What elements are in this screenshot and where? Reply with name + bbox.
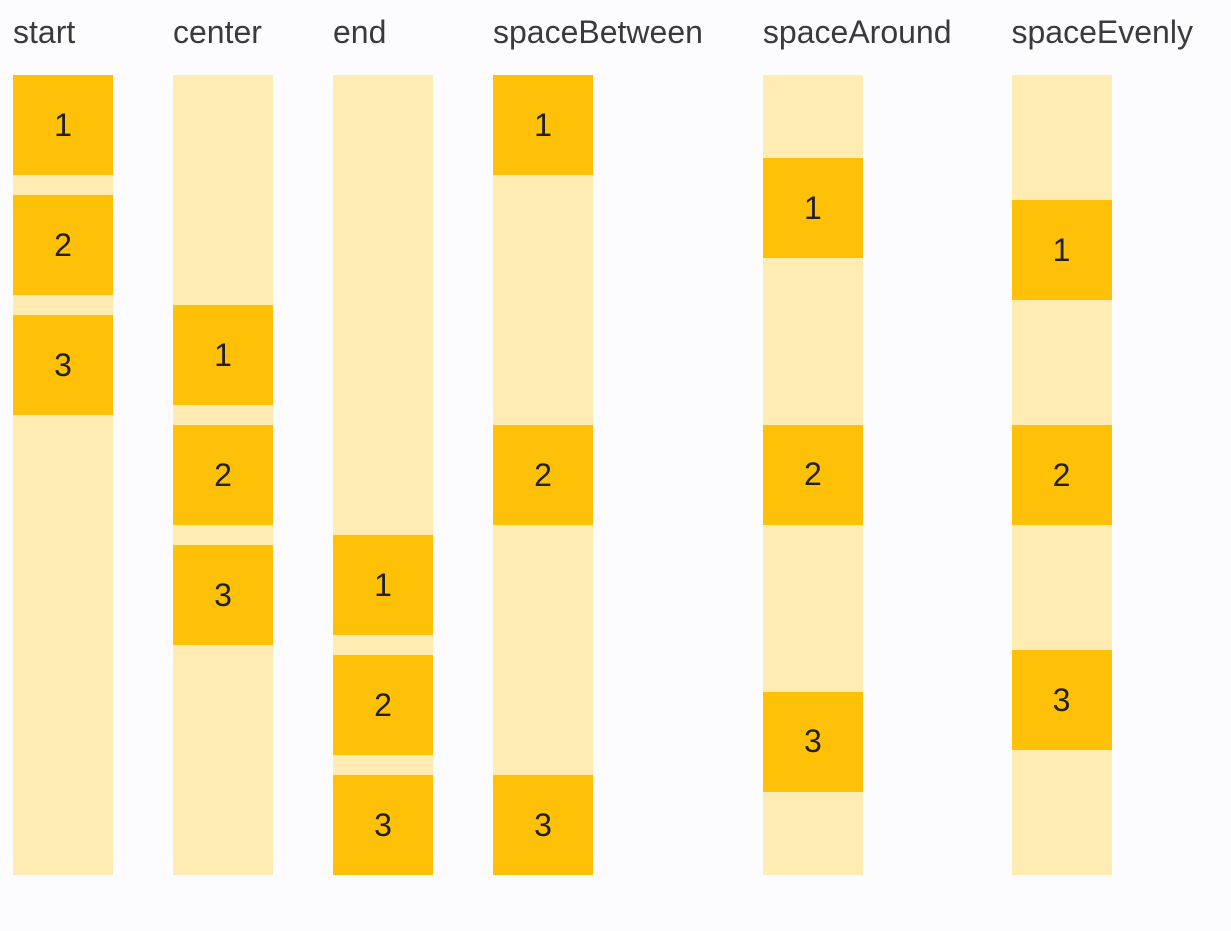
alignment-demo-spaceEvenly: spaceEvenly 1 2 3: [1011, 0, 1193, 875]
column-label: spaceAround: [762, 14, 952, 50]
flex-item-box: 3: [762, 691, 863, 792]
column-label: spaceEvenly: [1011, 14, 1193, 50]
column-label: end: [333, 14, 387, 50]
column-label: start: [13, 14, 76, 50]
flex-item-box: 1: [493, 75, 593, 175]
flex-item-box: 3: [493, 775, 593, 875]
alignment-demo-end: end 1 2 3: [333, 0, 433, 875]
flex-item-box: 2: [762, 424, 863, 525]
flex-item-box: 1: [762, 158, 863, 259]
flex-track-spaceAround: 1 2 3: [762, 75, 863, 875]
flex-item-box: 1: [1011, 200, 1112, 300]
flex-item-box: 3: [173, 545, 273, 645]
alignment-demo-spaceBetween: spaceBetween 1 2 3: [493, 0, 703, 875]
flex-item-box: 1: [13, 75, 113, 175]
flex-item-box: 1: [333, 535, 433, 635]
flex-item-box: 2: [173, 425, 273, 525]
alignment-demo-center: center 1 2 3: [173, 0, 273, 875]
column-label: center: [173, 14, 262, 50]
flex-item-box: 2: [13, 195, 113, 295]
flex-item-box: 2: [493, 425, 593, 525]
flex-track-center: 1 2 3: [173, 75, 273, 875]
flex-item-box: 2: [333, 655, 433, 755]
flex-track-spaceEvenly: 1 2 3: [1011, 75, 1112, 875]
flex-track-start: 1 2 3: [13, 75, 113, 875]
column-label: spaceBetween: [493, 14, 703, 50]
flex-item-box: 1: [173, 305, 273, 405]
alignment-columns-row: start 1 2 3 center 1 2 3 end 1 2 3 spaceBetween 1 2 3 sp…: [13, 0, 1193, 875]
alignment-demo-spaceAround: spaceAround 1 2 3: [762, 0, 952, 875]
flex-track-spaceBetween: 1 2 3: [493, 75, 593, 875]
flex-track-end: 1 2 3: [333, 75, 433, 875]
flex-item-box: 2: [1011, 425, 1112, 525]
flex-item-box: 3: [13, 315, 113, 415]
flex-item-box: 3: [1011, 650, 1112, 750]
alignment-demo-start: start 1 2 3: [13, 0, 113, 875]
flex-item-box: 3: [333, 775, 433, 875]
